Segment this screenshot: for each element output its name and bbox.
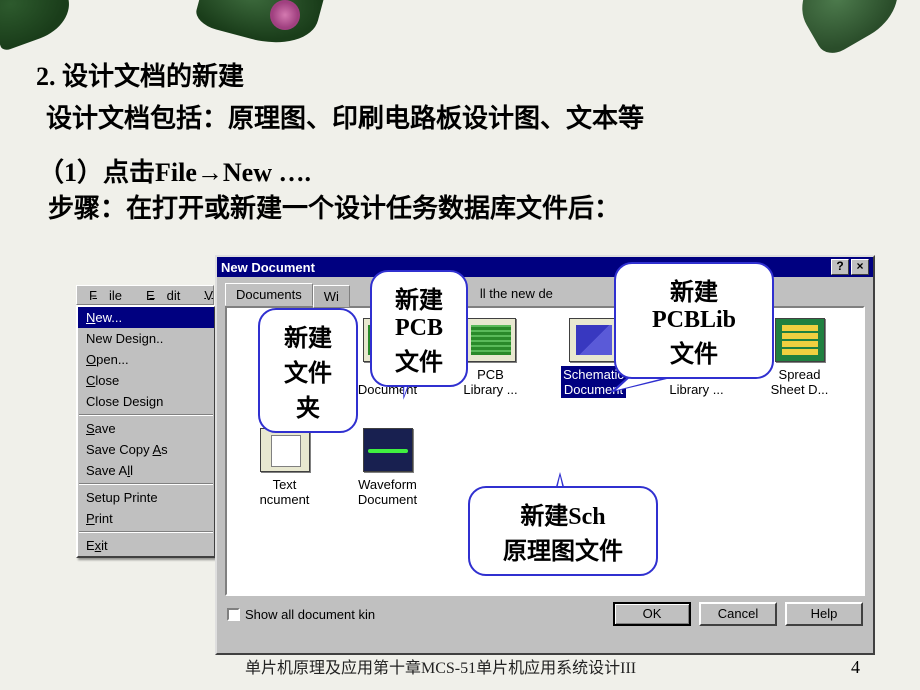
menuitem-exit[interactable]: Exit <box>78 535 214 556</box>
tab-documents[interactable]: Documents <box>225 283 313 306</box>
close-icon[interactable]: × <box>851 259 869 275</box>
menuitem-save[interactable]: Save <box>78 418 214 439</box>
menu-separator <box>79 483 213 485</box>
decoration-leaf <box>787 0 914 60</box>
page-number: 4 <box>851 657 860 678</box>
menuitem-setup-printer[interactable]: Setup Printe <box>78 487 214 508</box>
waveform-icon <box>363 428 413 472</box>
menu-edit[interactable]: Edit <box>134 286 192 304</box>
menuitem-print[interactable]: Print <box>78 508 214 529</box>
decoration-leaf <box>0 0 78 52</box>
doc-label: Textncument <box>258 476 312 508</box>
spreadsheet-icon <box>775 318 825 362</box>
menuitem-close-design[interactable]: Close Design <box>78 391 214 412</box>
tab-hint-text: ll the new de <box>480 283 553 306</box>
decoration-flower <box>270 0 300 30</box>
body-line-3: 步骤：在打开或新建一个设计任务数据库文件后： <box>48 188 620 225</box>
doc-label: WaveformDocument <box>356 476 419 508</box>
menu-file[interactable]: File <box>77 286 134 304</box>
ok-button[interactable]: OK <box>613 602 691 626</box>
doc-label: PCBLibrary ... <box>461 366 519 398</box>
schematic-icon <box>569 318 619 362</box>
dialog-bottom-bar: Show all document kin OK Cancel Help <box>227 602 863 626</box>
decoration-leaf <box>193 0 327 54</box>
section-heading: 2. 设计文档的新建 <box>36 56 244 93</box>
doc-waveform[interactable]: WaveformDocument <box>336 428 439 538</box>
callout-new-sch: 新建Sch 原理图文件 <box>468 486 658 576</box>
doc-text[interactable]: Textncument <box>233 428 336 538</box>
dialog-title: New Document <box>221 260 315 275</box>
app-menubar: File Edit Vie <box>76 285 214 305</box>
menuitem-close[interactable]: Close <box>78 370 214 391</box>
menu-separator <box>79 414 213 416</box>
help-button[interactable]: Help <box>785 602 863 626</box>
body-line-2: （1）点击File→New …. <box>38 152 311 189</box>
menuitem-save-all[interactable]: Save All <box>78 460 214 481</box>
menuitem-open[interactable]: Open... <box>78 349 214 370</box>
callout-new-pcb: 新建 PCB 文件 <box>370 270 468 387</box>
section-title: 设计文档的新建 <box>62 62 244 91</box>
pcb-library-icon <box>466 318 516 362</box>
section-number: 2. <box>36 62 56 91</box>
menuitem-new-design[interactable]: New Design.. <box>78 328 214 349</box>
doc-label: SpreadSheet D... <box>769 366 831 398</box>
cancel-button[interactable]: Cancel <box>699 602 777 626</box>
help-button-icon[interactable]: ? <box>831 259 849 275</box>
tab-wizards[interactable]: Wi <box>313 285 350 308</box>
body-line-1: 设计文档包括：原理图、印刷电路板设计图、文本等 <box>46 98 644 135</box>
callout-new-folder: 新建 文件夹 <box>258 308 358 433</box>
show-all-checkbox[interactable] <box>227 608 240 621</box>
file-menu-dropdown: New... New Design.. Open... Close Close … <box>76 305 216 558</box>
callout-new-pcblib: 新建 PCBLib 文件 <box>614 262 774 379</box>
slide-footer: 单片机原理及应用第十章MCS-51单片机应用系统设计III <box>245 654 636 678</box>
dialog-titlebar: New Document ? × <box>217 257 873 277</box>
text-icon <box>260 428 310 472</box>
menu-separator <box>79 531 213 533</box>
checkbox-label: Show all document kin <box>245 607 375 622</box>
menuitem-save-copy[interactable]: Save Copy As <box>78 439 214 460</box>
menuitem-new[interactable]: New... <box>78 307 214 328</box>
